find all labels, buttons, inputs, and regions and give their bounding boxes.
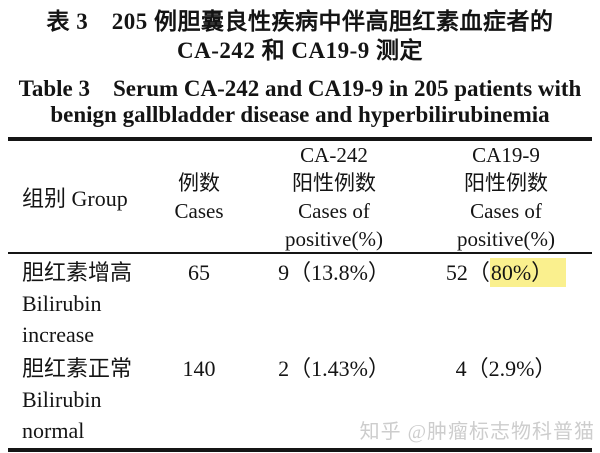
highlighted-value: 80%） — [489, 258, 567, 287]
header-ca199-line: Cases of — [470, 199, 542, 223]
header-cases: 例数 Cases — [150, 141, 248, 253]
table-title-en-line2: benign gallbladder disease and hyperbili… — [50, 102, 550, 127]
cell-group: 胆红素增高 Bilirubin increase — [8, 257, 150, 350]
header-ca199-line: positive(%) — [457, 227, 555, 251]
data-table: 组别 Group 例数 Cases CA-242 阳性例数 Cases of p… — [8, 137, 592, 452]
group-line-en: normal — [22, 418, 85, 443]
cell-cases: 65 — [188, 260, 210, 285]
header-ca242-line: 阳性例数 — [292, 171, 376, 195]
table-row-bilirubin-normal: 胆红素正常 Bilirubin normal 140 2（1.43%） 4（2.… — [8, 350, 592, 448]
header-group-label: 组别 Group — [22, 186, 128, 211]
watermark: 知乎 @肿瘤标志物科普猫 — [359, 421, 595, 443]
cell-cases: 140 — [182, 356, 216, 381]
header-cases-line: Cases — [174, 199, 224, 223]
cell-ca199: 52（80%） — [420, 257, 592, 350]
group-line-en: Bilirubin — [22, 291, 102, 316]
header-ca242-line: CA-242 — [300, 143, 368, 167]
group-line-zh: 胆红素正常 — [22, 356, 133, 381]
table-title-zh-line2: CA-242 和 CA19-9 测定 — [176, 38, 423, 63]
header-group: 组别 Group — [8, 141, 150, 253]
table-title-en: Table 3 Serum CA-242 and CA19-9 in 205 p… — [0, 76, 600, 128]
cell-ca242: 2（1.43%） — [278, 356, 390, 381]
group-line-en: Bilirubin — [22, 387, 102, 412]
header-ca199: CA19-9 阳性例数 Cases of positive(%) — [420, 141, 592, 253]
group-line-en: increase — [22, 322, 95, 347]
header-ca199-line: CA19-9 — [472, 143, 540, 167]
ca199-value: 4（2.9%） — [455, 356, 557, 381]
table-title-en-line1: Table 3 Serum CA-242 and CA19-9 in 205 p… — [18, 76, 582, 101]
table-row-bilirubin-increase: 胆红素增高 Bilirubin increase 65 9（13.8%） 52（… — [8, 254, 592, 350]
table-title-zh: 表 3 205 例胆囊良性疾病中伴高胆红素血症者的 CA-242 和 CA19-… — [0, 0, 600, 65]
table-header-row: 组别 Group 例数 Cases CA-242 阳性例数 Cases of p… — [8, 141, 592, 254]
ca199-value: 52（ — [445, 260, 490, 285]
cell-ca199: 4（2.9%） — [420, 353, 592, 446]
table-title-zh-line1: 表 3 205 例胆囊良性疾病中伴高胆红素血症者的 — [46, 9, 554, 34]
header-ca242-line: Cases of — [298, 199, 370, 223]
cell-group: 胆红素正常 Bilirubin normal — [8, 353, 150, 446]
header-ca242: CA-242 阳性例数 Cases of positive(%) — [248, 141, 420, 253]
header-cases-line: 例数 — [178, 171, 220, 195]
group-line-zh: 胆红素增高 — [22, 260, 133, 285]
cell-ca242: 9（13.8%） — [278, 260, 390, 285]
header-ca242-line: positive(%) — [285, 227, 383, 251]
header-ca199-line: 阳性例数 — [464, 171, 548, 195]
